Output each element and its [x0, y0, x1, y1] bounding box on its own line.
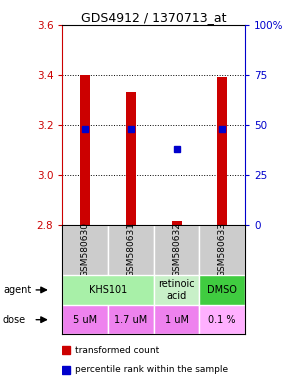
Bar [62, 305, 108, 334]
Text: GSM580630: GSM580630 [81, 222, 90, 277]
Text: 1 uM: 1 uM [164, 314, 188, 325]
Text: GSM580631: GSM580631 [126, 222, 135, 277]
Title: GDS4912 / 1370713_at: GDS4912 / 1370713_at [81, 11, 226, 24]
Bar [62, 225, 108, 275]
Bar [126, 93, 136, 225]
Bar [199, 275, 245, 305]
Bar [199, 225, 245, 275]
Bar [108, 225, 154, 275]
Bar [80, 75, 90, 225]
Text: dose: dose [3, 314, 26, 325]
Text: KHS101: KHS101 [89, 285, 127, 295]
Bar [108, 305, 154, 334]
Text: 1.7 uM: 1.7 uM [114, 314, 148, 325]
Text: GSM580632: GSM580632 [172, 222, 181, 277]
Text: DMSO: DMSO [207, 285, 237, 295]
Text: 0.1 %: 0.1 % [209, 314, 236, 325]
Bar [154, 275, 200, 305]
Text: 5 uM: 5 uM [73, 314, 97, 325]
Text: retinoic
acid: retinoic acid [158, 279, 195, 301]
Bar [154, 225, 200, 275]
Text: GSM580633: GSM580633 [218, 222, 227, 277]
Bar [171, 221, 182, 225]
Bar [62, 275, 154, 305]
Bar [154, 305, 200, 334]
Text: transformed count: transformed count [75, 346, 160, 355]
Bar [217, 78, 227, 225]
Bar [199, 305, 245, 334]
Text: percentile rank within the sample: percentile rank within the sample [75, 365, 228, 374]
Text: agent: agent [3, 285, 31, 295]
